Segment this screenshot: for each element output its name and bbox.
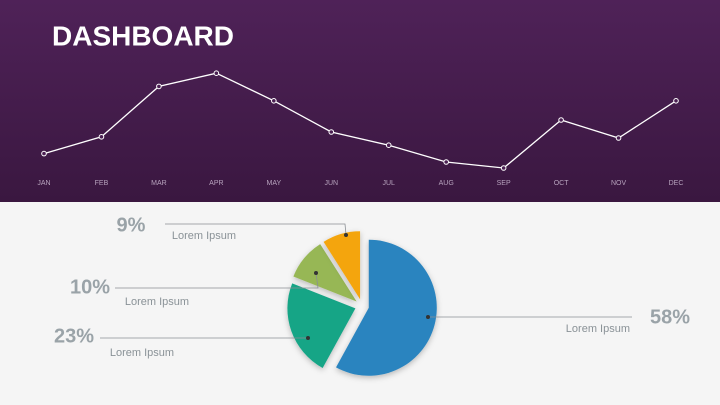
point <box>500 165 507 171</box>
value-label: 58% <box>650 306 690 328</box>
leader-dot <box>344 233 348 237</box>
x-tick-label: MAR <box>151 180 167 187</box>
point <box>156 83 162 90</box>
x-tick-label: FEB <box>95 180 109 187</box>
pie-slice <box>323 231 361 300</box>
leader-line <box>165 223 347 236</box>
value-label: 23% <box>54 325 94 347</box>
leader-dot <box>314 271 318 275</box>
x-tick-label: OCT <box>554 180 570 187</box>
x-tick-label: DEC <box>669 180 684 187</box>
point <box>558 117 564 123</box>
point <box>41 150 47 157</box>
leader-dot <box>426 315 430 319</box>
x-tick-label: SEP <box>497 180 511 187</box>
point <box>271 98 277 104</box>
point <box>98 134 105 140</box>
x-tick-label: JUL <box>383 180 396 187</box>
point <box>443 159 449 165</box>
point <box>328 129 335 135</box>
slice-label: Lorem Ipsum <box>110 347 174 359</box>
value-label: 9% <box>117 214 146 236</box>
x-tick-label: AUG <box>439 180 454 187</box>
pie-slice <box>336 239 437 376</box>
point <box>385 142 392 148</box>
slice-label: Lorem Ipsum <box>566 323 630 335</box>
title: DASHBOARD <box>52 20 234 51</box>
pie-slice <box>293 244 357 302</box>
header-background <box>0 0 720 202</box>
x-tick-label: JUN <box>324 180 338 187</box>
line <box>43 72 677 169</box>
slice-label: Lorem Ipsum <box>125 296 189 308</box>
x-tick-label: MAY <box>266 180 281 187</box>
x-tick-label: JAN <box>37 180 50 187</box>
point <box>615 135 622 141</box>
pie-slice <box>287 283 356 368</box>
x-tick-label: NOV <box>611 180 627 187</box>
value-label: 10% <box>70 276 110 298</box>
x-tick-label: APR <box>209 180 223 187</box>
leader-line <box>115 272 319 289</box>
slice-label: Lorem Ipsum <box>172 230 236 242</box>
leader-dot <box>306 336 310 340</box>
point <box>213 70 220 76</box>
point <box>673 98 679 104</box>
